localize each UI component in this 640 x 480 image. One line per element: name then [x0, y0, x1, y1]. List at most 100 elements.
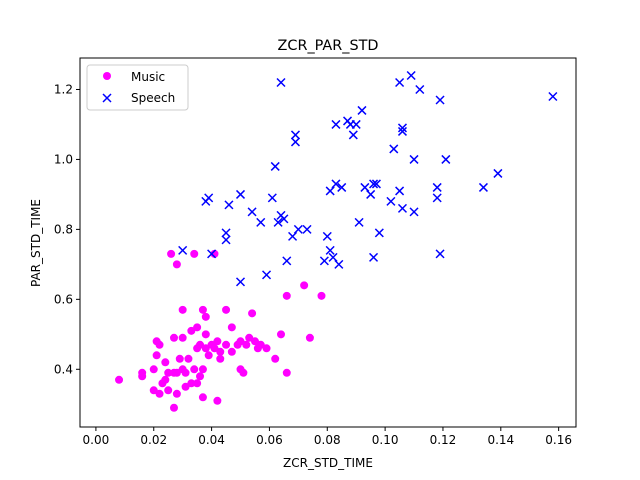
- music-point: [204, 351, 213, 360]
- speech-point: [207, 249, 217, 259]
- speech-point: [348, 130, 358, 140]
- speech-point: [322, 231, 332, 241]
- music-point: [196, 340, 205, 349]
- y-axis-ticks: 0.4 0.6 0.8 1.0 1.2: [54, 82, 80, 376]
- music-point: [317, 291, 326, 300]
- music-point: [198, 393, 207, 402]
- music-point: [213, 396, 222, 405]
- speech-point: [331, 119, 341, 129]
- music-point: [216, 354, 225, 363]
- speech-point: [351, 119, 361, 129]
- music-point: [115, 375, 124, 384]
- x-tick-label: 0.00: [83, 433, 110, 447]
- x-axis-ticks: 0.00 0.02 0.04 0.06 0.08 0.10 0.12 0.14 0.16: [83, 427, 572, 447]
- speech-point: [276, 77, 286, 88]
- y-axis-label: PAR_STD_TIME: [29, 199, 43, 287]
- music-point: [256, 340, 265, 349]
- music-point: [201, 330, 210, 339]
- music-point: [172, 260, 181, 269]
- x-axis-label: ZCR_STD_TIME: [283, 456, 373, 470]
- speech-point: [325, 245, 335, 255]
- music-point: [201, 344, 210, 353]
- speech-point: [478, 182, 488, 192]
- legend-box: [86, 64, 189, 111]
- x-tick-label: 0.14: [487, 433, 514, 447]
- speech-point: [409, 154, 419, 164]
- music-point: [187, 326, 196, 335]
- speech-point: [369, 179, 379, 189]
- speech-point: [279, 214, 289, 224]
- speech-point: [395, 186, 405, 196]
- music-point: [216, 347, 225, 356]
- x-tick-label: 0.02: [140, 433, 167, 447]
- speech-point: [354, 217, 364, 227]
- speech-point: [366, 189, 376, 199]
- music-point: [190, 249, 199, 258]
- music-point: [187, 379, 196, 388]
- speech-point: [369, 252, 379, 262]
- y-tick-label: 0.4: [54, 362, 73, 376]
- speech-point: [325, 186, 335, 196]
- speech-point: [273, 217, 283, 227]
- music-point: [236, 337, 245, 346]
- speech-point: [395, 77, 405, 88]
- legend: Music Speech: [86, 64, 189, 111]
- music-point: [181, 368, 190, 377]
- music-point: [193, 379, 202, 388]
- speech-point: [293, 224, 303, 234]
- music-point: [248, 309, 257, 318]
- legend-music-label: Music: [131, 70, 165, 84]
- speech-point: [397, 123, 408, 133]
- music-point: [277, 330, 286, 339]
- speech-point: [235, 277, 246, 287]
- speech-point: [360, 182, 370, 192]
- speech-point: [334, 259, 344, 269]
- music-point: [149, 365, 158, 374]
- music-point: [201, 312, 210, 321]
- y-tick-label: 0.6: [54, 292, 73, 306]
- music-point: [184, 354, 193, 363]
- music-point: [138, 372, 147, 381]
- music-point: [222, 340, 231, 349]
- speech-point: [548, 91, 558, 102]
- speech-point: [432, 193, 442, 203]
- speech-point: [397, 203, 408, 213]
- speech-point: [270, 161, 280, 171]
- music-point: [172, 368, 181, 377]
- speech-point: [221, 228, 231, 238]
- music-point: [181, 382, 190, 391]
- music-point: [169, 333, 178, 342]
- music-point: [222, 305, 231, 314]
- speech-point: [432, 182, 442, 192]
- legend-speech-label: Speech: [131, 91, 175, 105]
- music-point: [161, 358, 170, 367]
- music-point: [169, 403, 178, 412]
- music-point: [305, 333, 314, 342]
- music-point: [164, 386, 173, 395]
- music-point: [210, 249, 219, 258]
- music-point: [155, 340, 164, 349]
- music-point: [164, 368, 173, 377]
- x-tick-label: 0.08: [314, 433, 341, 447]
- music-point: [282, 291, 291, 300]
- music-point: [155, 389, 164, 398]
- speech-point: [262, 270, 272, 280]
- plot-area: [80, 58, 576, 427]
- speech-point: [247, 207, 257, 217]
- music-point: [250, 337, 259, 346]
- speech-point: [328, 252, 338, 262]
- x-tick-label: 0.12: [430, 433, 457, 447]
- legend-speech-marker: [102, 93, 112, 103]
- y-tick-label: 0.8: [54, 222, 73, 236]
- music-point: [282, 368, 291, 377]
- music-point: [190, 365, 199, 374]
- speech-point: [235, 189, 246, 199]
- x-tick-label: 0.04: [198, 433, 225, 447]
- speech-point: [331, 179, 341, 189]
- music-point: [239, 368, 248, 377]
- y-tick-label: 1.0: [54, 152, 73, 166]
- speech-point: [397, 126, 408, 136]
- speech-point: [435, 95, 445, 105]
- data-points: [115, 70, 558, 412]
